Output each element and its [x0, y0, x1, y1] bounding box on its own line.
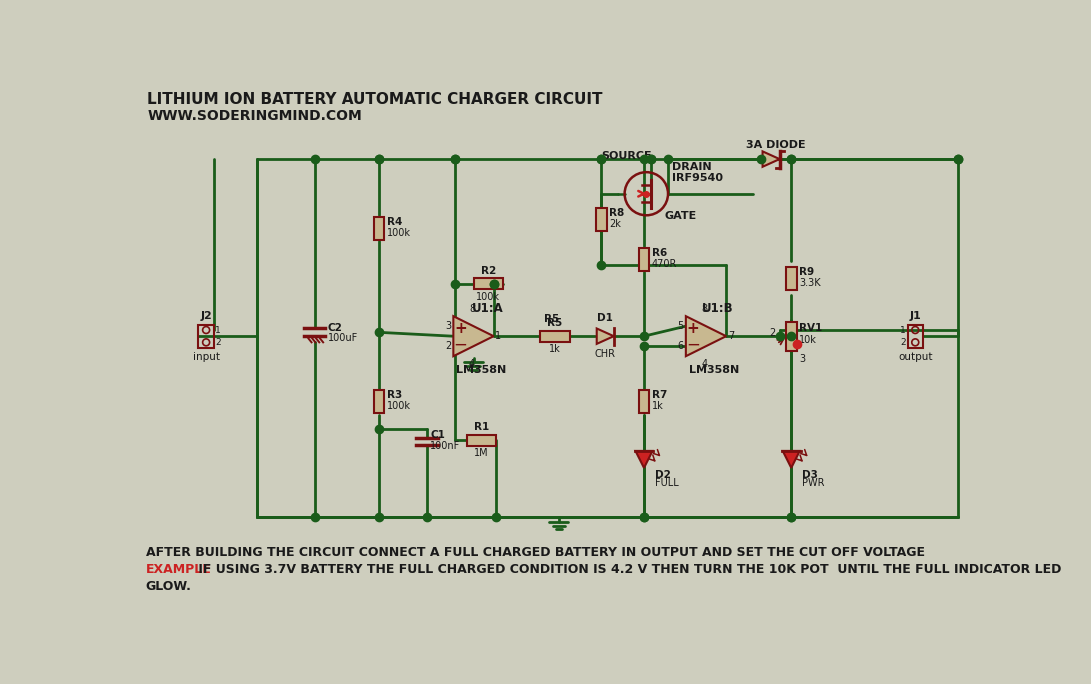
Text: 3.3K: 3.3K	[799, 278, 820, 288]
Text: PWR: PWR	[802, 478, 825, 488]
Text: 3A DIODE: 3A DIODE	[746, 140, 805, 150]
Text: WWW.SODERINGMIND.COM: WWW.SODERINGMIND.COM	[147, 109, 362, 123]
Text: AFTER BUILDING THE CIRCUIT CONNECT A FULL CHARGED BATTERY IN OUTPUT AND SET THE : AFTER BUILDING THE CIRCUIT CONNECT A FUL…	[146, 546, 925, 559]
Text: 2k: 2k	[609, 219, 621, 228]
Text: 1: 1	[900, 326, 906, 334]
Bar	[373, 217, 384, 240]
Bar	[908, 325, 923, 347]
Text: EXAMPLE: EXAMPLE	[146, 562, 212, 575]
Text: 470R: 470R	[651, 259, 678, 269]
Text: U1:A: U1:A	[471, 302, 503, 315]
Text: 3: 3	[445, 321, 451, 331]
Text: 2: 2	[769, 328, 776, 338]
Text: R8: R8	[609, 208, 624, 218]
Text: 6: 6	[678, 341, 684, 351]
Polygon shape	[763, 151, 780, 167]
Text: −: −	[686, 335, 699, 353]
Text: J1: J1	[910, 311, 921, 321]
Text: R2: R2	[481, 266, 495, 276]
Polygon shape	[686, 316, 727, 356]
Bar	[199, 325, 214, 347]
Text: D1: D1	[597, 313, 613, 323]
Text: input: input	[193, 352, 219, 362]
Text: 100k: 100k	[477, 291, 501, 302]
Text: CHR: CHR	[595, 350, 615, 359]
Bar	[638, 248, 649, 271]
Text: 5: 5	[678, 321, 684, 331]
Polygon shape	[597, 328, 614, 344]
Text: R6: R6	[651, 248, 667, 258]
Text: −: −	[454, 335, 467, 353]
Polygon shape	[782, 451, 800, 468]
Bar	[473, 278, 503, 289]
Text: 4: 4	[469, 358, 475, 369]
Text: 2: 2	[215, 338, 221, 347]
Text: 1M: 1M	[473, 448, 489, 458]
Text: FULL: FULL	[655, 478, 679, 488]
Bar	[373, 390, 384, 413]
Text: GATE: GATE	[664, 211, 696, 221]
Bar	[786, 321, 796, 351]
Text: R5: R5	[544, 314, 560, 324]
Text: 8: 8	[469, 304, 475, 314]
Text: output: output	[898, 352, 933, 362]
Polygon shape	[635, 451, 652, 468]
Text: R9: R9	[799, 267, 814, 277]
Bar	[786, 267, 796, 290]
Text: 10k: 10k	[799, 335, 817, 345]
Text: IRF9540: IRF9540	[672, 173, 723, 183]
Text: 4: 4	[702, 358, 707, 369]
Text: 100k: 100k	[386, 228, 410, 238]
Text: C1: C1	[430, 430, 445, 440]
Text: C2: C2	[327, 324, 343, 334]
Text: U1:B: U1:B	[702, 302, 733, 315]
Bar	[596, 207, 607, 231]
Text: D2: D2	[655, 470, 671, 480]
Text: 100uF: 100uF	[327, 332, 358, 343]
Text: +: +	[454, 321, 467, 336]
Text: LM358N: LM358N	[456, 365, 506, 376]
Text: RV1: RV1	[799, 324, 823, 334]
Text: 1k: 1k	[651, 402, 663, 411]
Text: GLOW.: GLOW.	[146, 579, 192, 592]
Bar	[467, 435, 496, 445]
Text: R7: R7	[651, 391, 667, 400]
Bar	[540, 331, 570, 341]
Text: DRAIN: DRAIN	[672, 162, 711, 172]
Text: 100k: 100k	[386, 402, 410, 411]
Text: 100nF: 100nF	[430, 440, 460, 451]
Text: R1: R1	[473, 423, 489, 432]
Text: 1: 1	[215, 326, 221, 334]
Text: 2: 2	[445, 341, 451, 351]
Text: 1k: 1k	[549, 344, 561, 354]
Text: LM358N: LM358N	[688, 365, 739, 376]
Text: 1: 1	[495, 331, 502, 341]
Text: LITHIUM ION BATTERY AUTOMATIC CHARGER CIRCUIT: LITHIUM ION BATTERY AUTOMATIC CHARGER CI…	[147, 92, 602, 107]
Text: R3: R3	[386, 391, 401, 400]
Polygon shape	[454, 316, 493, 356]
Text: R4: R4	[386, 218, 403, 227]
Text: IF USING 3.7V BATTERY THE FULL CHARGED CONDITION IS 4.2 V THEN TURN THE 10K POT : IF USING 3.7V BATTERY THE FULL CHARGED C…	[194, 562, 1062, 575]
Text: D3: D3	[802, 470, 818, 480]
Text: 2: 2	[900, 338, 906, 347]
Text: J2: J2	[201, 311, 212, 321]
Text: 8: 8	[702, 304, 707, 314]
Bar	[638, 390, 649, 413]
Text: +: +	[686, 321, 699, 336]
Text: R5: R5	[548, 319, 563, 328]
Text: 7: 7	[728, 331, 734, 341]
Text: SOURCE: SOURCE	[601, 151, 652, 161]
Text: 3: 3	[799, 354, 805, 365]
